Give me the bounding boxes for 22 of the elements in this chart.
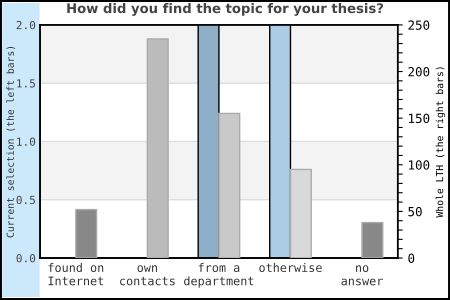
x-tick-label: own contacts <box>120 265 175 286</box>
y-tick-label: 1.0 <box>17 137 36 146</box>
y2-tick-label: 50 <box>408 206 422 216</box>
y-tick-label: 0.5 <box>16 196 35 204</box>
x-tick-label: from a department <box>184 262 254 288</box>
y-tick-label: 1.5 <box>17 79 35 88</box>
y2-tick-label: 100 <box>409 160 430 170</box>
bar <box>75 208 98 258</box>
y-axis-title: Current selection (the left bars) <box>6 46 16 238</box>
x-tick-label: otherwise <box>259 262 322 272</box>
y2-tick-label: 250 <box>408 20 430 30</box>
bar <box>361 222 384 258</box>
y-tick-label: 0.0 <box>16 254 36 262</box>
x-tick-label: found on Internet <box>48 262 104 286</box>
x-tick-label: no answer <box>341 265 383 286</box>
bar <box>146 38 169 258</box>
y2-tick-label: 200 <box>408 67 430 76</box>
y2-tick-label: 150 <box>409 114 430 124</box>
y2-axis-title: Whole LTH (the right bars) <box>436 67 446 218</box>
y2-tick-label: 0 <box>408 254 414 263</box>
y-tick-label: 2.0 <box>16 20 36 30</box>
chart-title: How did you find the topic for your thesis? <box>67 3 384 16</box>
